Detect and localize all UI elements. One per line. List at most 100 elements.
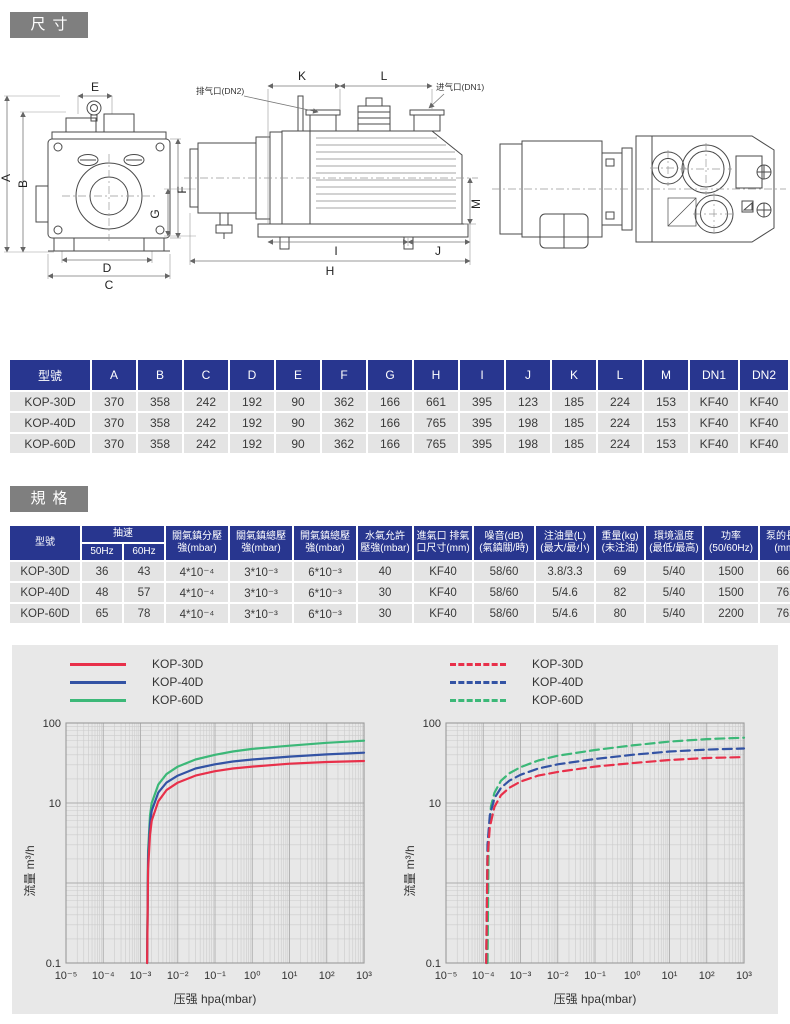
dim-column-header: D bbox=[230, 360, 274, 390]
value-cell: 5/4.6 bbox=[536, 583, 594, 602]
spec-header-oil-capacity: 注油量(L) (最大/最小) bbox=[536, 526, 594, 560]
spec-header-partial-pressure-closed: 關氣鎮分壓 強(mbar) bbox=[166, 526, 228, 560]
y-tick-label: 100 bbox=[423, 718, 441, 730]
value-cell: 185 bbox=[552, 434, 596, 453]
x-tick-label: 10⁰ bbox=[624, 970, 641, 982]
value-cell: 4*10⁻⁴ bbox=[166, 604, 228, 623]
x-tick-label: 10⁻⁵ bbox=[55, 970, 78, 982]
value-cell: 58/60 bbox=[474, 562, 534, 581]
value-cell: 224 bbox=[598, 434, 642, 453]
value-cell: 6*10⁻³ bbox=[294, 583, 356, 602]
spec-header-power: 功率 (50/60Hz) bbox=[704, 526, 758, 560]
value-cell: 78 bbox=[124, 604, 164, 623]
dim-column-header: DN2 bbox=[740, 360, 788, 390]
value-cell: 3*10⁻³ bbox=[230, 583, 292, 602]
dim-column-header: B bbox=[138, 360, 182, 390]
dim-column-header: M bbox=[644, 360, 688, 390]
value-cell: KF40 bbox=[740, 413, 788, 432]
dim-label-m: M bbox=[469, 199, 483, 209]
value-cell: 765 bbox=[760, 583, 790, 602]
value-cell: 90 bbox=[276, 413, 320, 432]
legend-item: KOP-30D bbox=[70, 655, 394, 673]
dim-label-g: G bbox=[148, 209, 162, 218]
value-cell: 58/60 bbox=[474, 604, 534, 623]
chart-legend: KOP-30D KOP-40D KOP-60D bbox=[70, 655, 394, 709]
dimensions-section-title-text: 尺寸 bbox=[30, 16, 75, 33]
series-curve-kop-30d bbox=[145, 759, 366, 965]
value-cell: 90 bbox=[276, 392, 320, 411]
dim-column-header: J bbox=[506, 360, 550, 390]
legend-line-sample bbox=[70, 662, 126, 666]
x-tick-label: 10⁻⁴ bbox=[472, 970, 495, 982]
value-cell: 80 bbox=[596, 604, 644, 623]
spec-header-weight: 重量(kg) (未注油) bbox=[596, 526, 644, 560]
value-cell: 166 bbox=[368, 434, 412, 453]
value-cell: 6*10⁻³ bbox=[294, 562, 356, 581]
spec-header-model: 型號 bbox=[10, 526, 80, 560]
chart-legend: KOP-30D KOP-40D KOP-60D bbox=[450, 655, 774, 709]
model-cell: KOP-30D bbox=[10, 562, 80, 581]
value-cell: 370 bbox=[92, 392, 136, 411]
spec-header-noise: 噪音(dB) (氣鎮關/時) bbox=[474, 526, 534, 560]
legend-label: KOP-30D bbox=[152, 657, 204, 671]
series-curve-kop-60d bbox=[486, 736, 746, 965]
dim-label-f: F bbox=[175, 186, 189, 193]
legend-line-sample bbox=[450, 680, 506, 684]
model-cell: KOP-40D bbox=[10, 413, 90, 432]
value-cell: 358 bbox=[138, 392, 182, 411]
value-cell: KF40 bbox=[414, 562, 472, 581]
value-cell: KF40 bbox=[740, 392, 788, 411]
y-tick-label: 10 bbox=[49, 798, 61, 810]
value-cell: 242 bbox=[184, 392, 228, 411]
value-cell: 5/40 bbox=[646, 583, 702, 602]
value-cell: 198 bbox=[506, 413, 550, 432]
series-curve-kop-40d bbox=[145, 751, 366, 965]
value-cell: 82 bbox=[596, 583, 644, 602]
value-cell: 370 bbox=[92, 413, 136, 432]
chart-plot: 10⁻⁵ 10⁻⁴ 10⁻³ 10⁻² 10⁻¹ 10⁰ 10¹ 10² 10³ 100 10 0.1… bbox=[402, 709, 774, 1016]
value-cell: 358 bbox=[138, 434, 182, 453]
spec-header-ambient-temp: 環境溫度 (最低/最高) bbox=[646, 526, 702, 560]
dim-label-h: H bbox=[326, 264, 335, 278]
table-row: KOP-60D 370 358 242 192 90 362 166 765 395 198 185 2… bbox=[10, 434, 788, 453]
value-cell: 36 bbox=[82, 562, 122, 581]
dimensions-table: 型號 A B C D E F G H I J K L M DN1 DN2 KOP-30D 370 358 242 19… bbox=[8, 358, 790, 455]
value-cell: 358 bbox=[138, 413, 182, 432]
x-tick-label: 10⁻³ bbox=[130, 970, 152, 982]
dim-column-header: H bbox=[414, 360, 458, 390]
value-cell: 395 bbox=[460, 434, 504, 453]
value-cell: 2200 bbox=[704, 604, 758, 623]
value-cell: 1500 bbox=[704, 583, 758, 602]
y-tick-label: 10 bbox=[429, 798, 441, 810]
chart-pumping-speed-solid: KOP-30D KOP-40D KOP-60D 10⁻⁵ 10⁻⁴ 10⁻³ 10⁻² 10… bbox=[22, 651, 394, 1016]
value-cell: 30 bbox=[358, 583, 412, 602]
dim-label-c: C bbox=[105, 278, 114, 292]
value-cell: 153 bbox=[644, 434, 688, 453]
front-view: A B E F D C bbox=[0, 80, 189, 292]
dim-label-k: K bbox=[298, 69, 306, 83]
value-cell: 661 bbox=[414, 392, 458, 411]
chart-pumping-speed-dashed: KOP-30D KOP-40D KOP-60D 10⁻⁵ 10⁻⁴ 10⁻³ 10⁻² 10… bbox=[402, 651, 774, 1016]
spec-header-port-size: 進氣口 排氣 口尺寸(mm) bbox=[414, 526, 472, 560]
model-cell: KOP-60D bbox=[10, 434, 90, 453]
spec-header-pump-length: 泵的長度 (mm) bbox=[760, 526, 790, 560]
legend-item: KOP-60D bbox=[450, 691, 774, 709]
charts-panel: KOP-30D KOP-40D KOP-60D 10⁻⁵ 10⁻⁴ 10⁻³ 10⁻² 10… bbox=[12, 645, 778, 1014]
value-cell: 185 bbox=[552, 413, 596, 432]
value-cell: 90 bbox=[276, 434, 320, 453]
model-cell: KOP-40D bbox=[10, 583, 80, 602]
legend-line-sample bbox=[70, 680, 126, 684]
value-cell: 3*10⁻³ bbox=[230, 562, 292, 581]
dim-label-a: A bbox=[0, 174, 13, 182]
value-cell: 65 bbox=[82, 604, 122, 623]
dim-column-header: C bbox=[184, 360, 228, 390]
x-tick-label: 10⁻⁵ bbox=[435, 970, 458, 982]
dim-label-l: L bbox=[381, 69, 388, 83]
dim-column-header: F bbox=[322, 360, 366, 390]
model-cell: KOP-60D bbox=[10, 604, 80, 623]
value-cell: 362 bbox=[322, 392, 366, 411]
dim-column-header: I bbox=[460, 360, 504, 390]
table-row: KOP-30D 370 358 242 192 90 362 166 661 395 123 185 2… bbox=[10, 392, 788, 411]
specs-section-title: 規格 bbox=[10, 486, 88, 512]
value-cell: 3.8/3.3 bbox=[536, 562, 594, 581]
